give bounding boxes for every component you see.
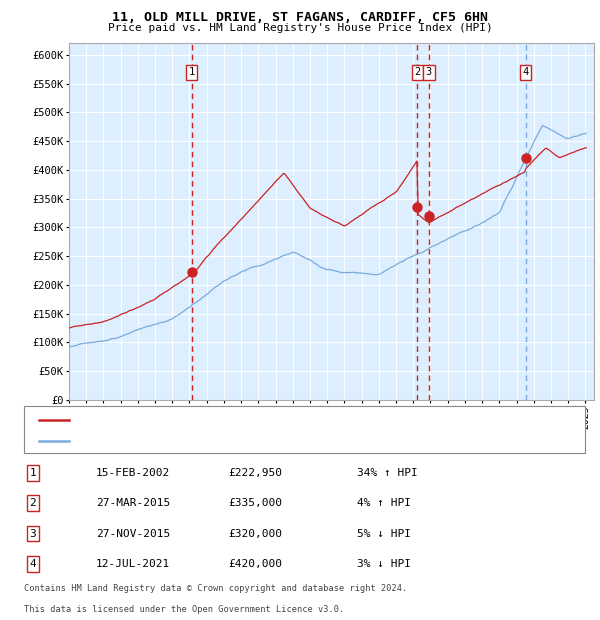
Text: This data is licensed under the Open Government Licence v3.0.: This data is licensed under the Open Gov… — [24, 604, 344, 614]
Text: HPI: Average price, detached house, Cardiff: HPI: Average price, detached house, Card… — [72, 436, 325, 446]
Text: 2: 2 — [29, 498, 37, 508]
Text: £420,000: £420,000 — [228, 559, 282, 569]
Text: £335,000: £335,000 — [228, 498, 282, 508]
Text: 3: 3 — [29, 528, 37, 539]
Text: 11, OLD MILL DRIVE, ST FAGANS, CARDIFF, CF5 6HN (detached house): 11, OLD MILL DRIVE, ST FAGANS, CARDIFF, … — [72, 415, 448, 425]
Text: Contains HM Land Registry data © Crown copyright and database right 2024.: Contains HM Land Registry data © Crown c… — [24, 584, 407, 593]
Text: 5% ↓ HPI: 5% ↓ HPI — [357, 528, 411, 539]
Text: 4% ↑ HPI: 4% ↑ HPI — [357, 498, 411, 508]
Text: 4: 4 — [523, 67, 529, 77]
Text: 27-NOV-2015: 27-NOV-2015 — [96, 528, 170, 539]
Text: 15-FEB-2002: 15-FEB-2002 — [96, 467, 170, 478]
Text: 1: 1 — [29, 467, 37, 478]
Text: £222,950: £222,950 — [228, 467, 282, 478]
Text: 3: 3 — [426, 67, 432, 77]
Text: 4: 4 — [29, 559, 37, 569]
Text: 27-MAR-2015: 27-MAR-2015 — [96, 498, 170, 508]
Text: 2: 2 — [414, 67, 421, 77]
Text: 34% ↑ HPI: 34% ↑ HPI — [357, 467, 418, 478]
Text: Price paid vs. HM Land Registry's House Price Index (HPI): Price paid vs. HM Land Registry's House … — [107, 23, 493, 33]
Text: 12-JUL-2021: 12-JUL-2021 — [96, 559, 170, 569]
Text: 1: 1 — [188, 67, 194, 77]
Text: 11, OLD MILL DRIVE, ST FAGANS, CARDIFF, CF5 6HN: 11, OLD MILL DRIVE, ST FAGANS, CARDIFF, … — [112, 11, 488, 24]
Text: £320,000: £320,000 — [228, 528, 282, 539]
Text: 3% ↓ HPI: 3% ↓ HPI — [357, 559, 411, 569]
